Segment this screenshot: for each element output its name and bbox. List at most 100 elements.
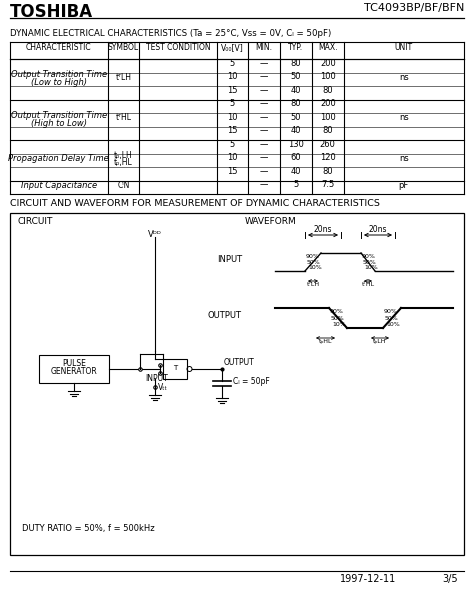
Text: 90%: 90% [330,309,344,314]
Text: 5: 5 [293,180,299,189]
Text: 10%: 10% [308,265,322,270]
Bar [10,213,464,555]
Text: 200: 200 [320,99,336,109]
Text: 50%: 50% [307,259,321,264]
Text: 80: 80 [322,86,333,95]
Text: 90%: 90% [384,309,398,314]
Text: 10: 10 [227,72,237,82]
Text: 1997-12-11: 1997-12-11 [340,574,396,584]
Text: —: — [260,99,268,109]
Text: 80: 80 [291,99,301,109]
Text: —: — [260,153,268,162]
Text: 50%: 50% [385,316,399,321]
Text: 3/5: 3/5 [442,574,458,584]
Text: 40: 40 [291,86,301,95]
Text: 120: 120 [320,153,336,162]
Text: 50%: 50% [331,316,345,321]
Text: WAVEFORM: WAVEFORM [245,217,297,226]
Text: 50: 50 [291,72,301,82]
Text: —: — [260,167,268,176]
Text: TC4093BP/BF/BFN: TC4093BP/BF/BFN [364,3,464,13]
Text: INPUT: INPUT [217,256,242,264]
Text: —: — [260,72,268,82]
Text: Output Transition Time: Output Transition Time [11,70,107,79]
Text: 10: 10 [227,113,237,122]
Text: tₚ,LH: tₚ,LH [114,151,133,160]
Text: PULSE: PULSE [62,359,86,368]
Text: 50%: 50% [363,259,377,264]
Text: 40: 40 [291,167,301,176]
Text: 20ns: 20ns [314,225,332,234]
Text: 5: 5 [230,99,235,109]
Text: MAX.: MAX. [318,43,337,52]
Text: TYP.: TYP. [289,43,303,52]
Text: 10: 10 [227,153,237,162]
Text: INPUT: INPUT [145,374,168,383]
Text: 130: 130 [288,140,304,149]
Text: —: — [260,86,268,95]
Text: 15: 15 [227,126,237,135]
Text: MIN.: MIN. [256,43,273,52]
Text: 10%: 10% [386,322,400,327]
Text: 20ns: 20ns [369,225,387,234]
Text: 40: 40 [291,126,301,135]
Bar [39,355,109,383]
Text: 80: 80 [322,167,333,176]
Text: OUTPUT: OUTPUT [208,311,242,321]
Text: 90%: 90% [306,254,320,259]
Text: V₀₀[V]: V₀₀[V] [221,43,244,52]
Text: —: — [260,113,268,122]
Text: (Low to High): (Low to High) [31,78,87,87]
Text: 260: 260 [320,140,336,149]
Text: 15: 15 [227,86,237,95]
Text: ns: ns [399,113,409,122]
Text: Input Capacitance: Input Capacitance [21,181,97,190]
Text: 10%: 10% [364,265,378,270]
Text: Cₗ = 50pF: Cₗ = 50pF [233,376,270,386]
Text: CIRCUIT: CIRCUIT [18,217,54,226]
Text: TOSHIBA: TOSHIBA [10,3,93,21]
Text: 15: 15 [227,167,237,176]
Text: —: — [260,59,268,68]
Text: 200: 200 [320,59,336,68]
Text: CᴵN: CᴵN [117,181,130,190]
Text: 100: 100 [320,113,336,122]
Text: ns: ns [399,154,409,162]
Text: Vᴰᴰ: Vᴰᴰ [148,230,162,239]
Text: DYNAMIC ELECTRICAL CHARACTERISTICS (Ta = 25°C, Vss = 0V, Cₗ = 50pF): DYNAMIC ELECTRICAL CHARACTERISTICS (Ta =… [10,29,331,38]
Text: CIRCUIT AND WAVEFORM FOR MEASUREMENT OF DYNAMIC CHARACTERISTICS: CIRCUIT AND WAVEFORM FOR MEASUREMENT OF … [10,199,380,208]
Text: Propagation Delay Time: Propagation Delay Time [9,154,109,162]
Text: tᵀLH: tᵀLH [116,73,131,82]
Text: —: — [260,126,268,135]
Text: OUTPUT: OUTPUT [224,358,255,367]
Text: 10%: 10% [332,322,346,327]
Text: TEST CONDITION: TEST CONDITION [146,43,210,52]
Text: tᵀHL: tᵀHL [116,113,131,122]
Text: ns: ns [399,73,409,82]
Text: 100: 100 [320,72,336,82]
Text: (High to Low): (High to Low) [31,119,87,128]
Text: tᵀLH: tᵀLH [306,282,319,287]
Text: T: T [173,365,177,371]
Bar [163,359,187,379]
Text: 5: 5 [230,140,235,149]
Text: Vₜₜ: Vₜₜ [158,383,168,392]
Text: 7.5: 7.5 [321,180,335,189]
Text: 50: 50 [291,113,301,122]
Text: Output Transition Time: Output Transition Time [11,111,107,120]
Text: 80: 80 [291,59,301,68]
Text: tᵀHL: tᵀHL [362,282,374,287]
Text: SYMBOL: SYMBOL [108,43,139,52]
Text: CHARACTERISTIC: CHARACTERISTIC [26,43,91,52]
Text: 5: 5 [230,59,235,68]
Text: 80: 80 [322,126,333,135]
Text: UNIT: UNIT [395,43,413,52]
Text: tₚ,HL: tₚ,HL [114,158,133,167]
Text: pF: pF [399,181,409,190]
Text: tₚLH: tₚLH [373,339,387,344]
Text: 90%: 90% [362,254,376,259]
Text: GENERATOR: GENERATOR [51,368,97,376]
Text: —: — [260,180,268,189]
Text: —: — [260,140,268,149]
Text: 60: 60 [291,153,301,162]
